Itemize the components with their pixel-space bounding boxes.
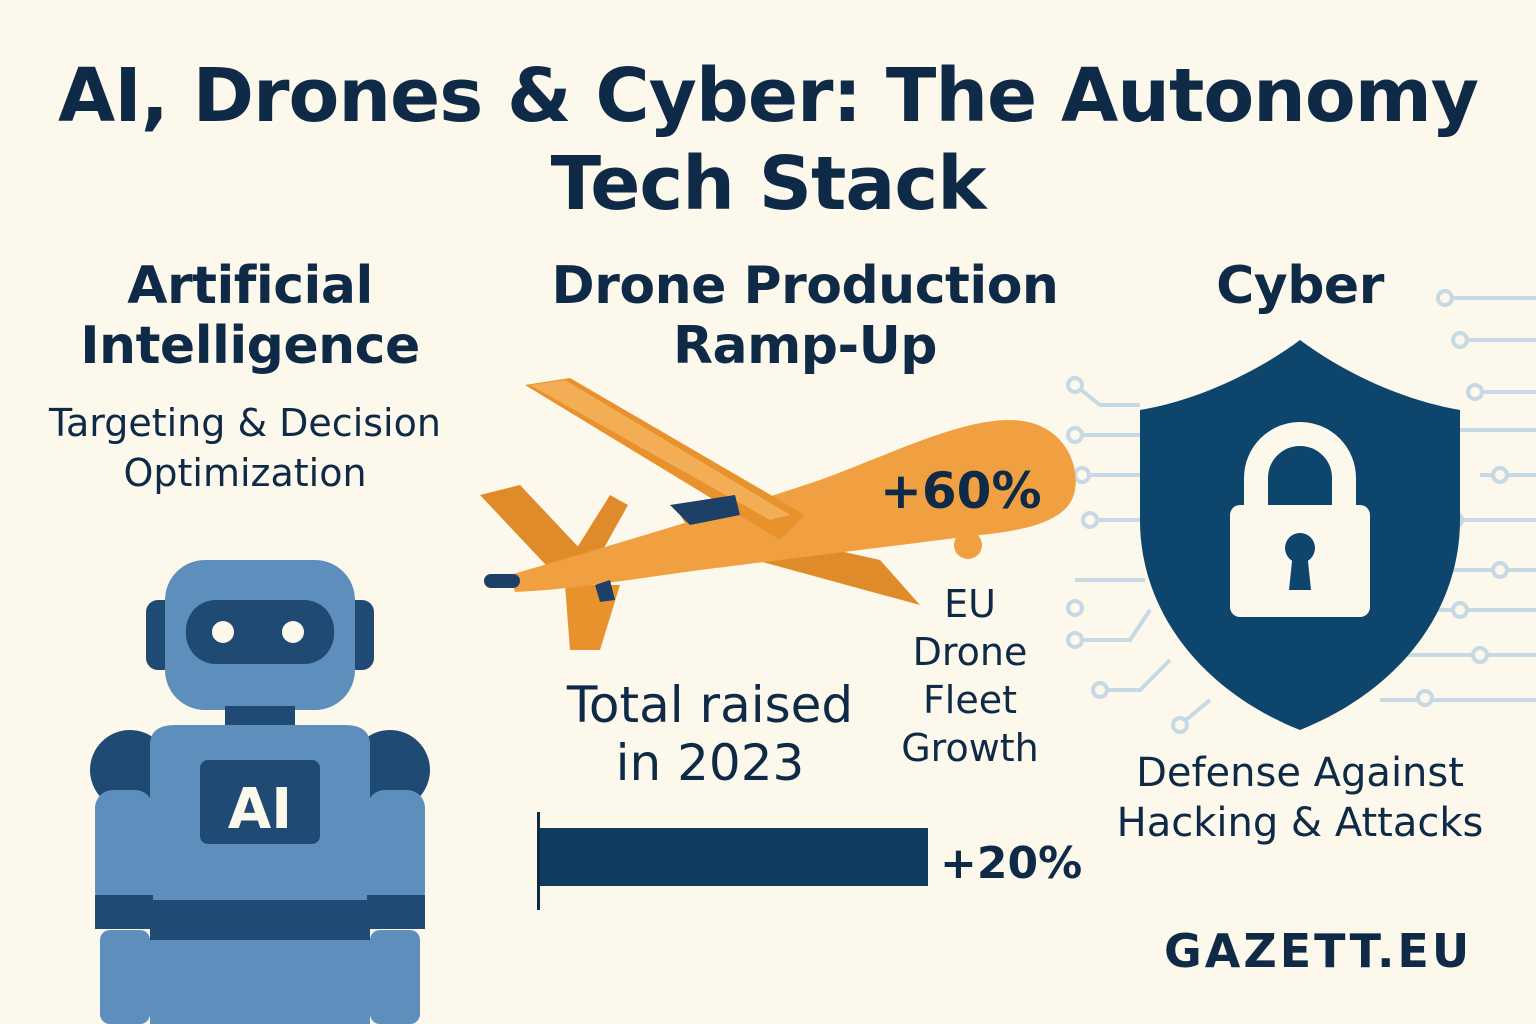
cyber-subtitle: Defense Against Hacking & Attacks <box>1116 750 1484 846</box>
raised-label: Total raised in 2023 <box>566 676 854 792</box>
raised-bar <box>540 828 928 886</box>
circuit-lines <box>1066 289 1536 734</box>
ai-heading: Artificial Intelligence <box>80 256 420 376</box>
fleet-growth-value: +60% <box>880 462 1042 520</box>
ai-subtitle: Targeting & Decision Optimization <box>49 401 441 495</box>
raised-value: +20% <box>940 838 1083 889</box>
fleet-growth-label: EU Drone Fleet Growth <box>901 582 1039 770</box>
cyber-heading: Cyber <box>1216 256 1384 316</box>
robot-icon: AI <box>90 560 430 1024</box>
page-title: AI, Drones & Cyber: The Autonomy Tech St… <box>57 53 1479 227</box>
brand-logo: GAZETT.EU <box>1164 924 1473 978</box>
drone-heading: Drone Production Ramp-Up <box>551 256 1059 376</box>
bar-axis <box>537 812 540 910</box>
shield-lock-icon <box>1140 340 1460 730</box>
robot-ai-badge: AI <box>228 777 292 842</box>
drone-icon <box>480 378 1076 650</box>
